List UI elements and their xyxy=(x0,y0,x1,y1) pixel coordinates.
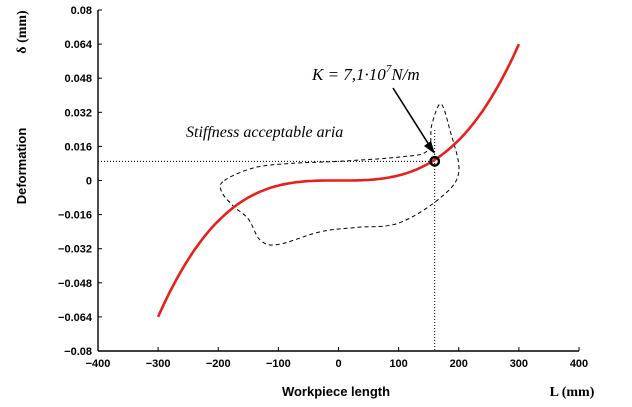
k-arrow-line xyxy=(392,87,432,149)
x-tick-label: 100 xyxy=(389,358,407,370)
highlight-point xyxy=(429,155,441,167)
x-axis-unit: L (mm) xyxy=(550,385,595,400)
y-axis-unit: δ (mm) xyxy=(15,10,30,54)
y-tick-label: −0.08 xyxy=(64,346,92,358)
x-tick-label: −200 xyxy=(206,358,231,370)
x-tick-label: 200 xyxy=(450,358,468,370)
highlight-point-layer xyxy=(429,155,441,167)
stiffness-k-label: K = 7,1·107N/m xyxy=(311,63,420,84)
series-layer xyxy=(156,43,521,318)
y-tick-label: 0.064 xyxy=(64,39,92,51)
x-tick-label: −100 xyxy=(266,358,291,370)
guide-lines xyxy=(98,130,436,351)
x-tick-label: 300 xyxy=(510,358,528,370)
y-tick-label: 0.048 xyxy=(64,73,92,85)
y-tick-label: 0 xyxy=(86,176,92,188)
k-label-main: K = 7,1·10 xyxy=(311,65,386,84)
tick-labels: −400 −300 −200 −100 0 100 200 300 400 0.08 0.064 0.… xyxy=(58,5,588,370)
y-axis-label: Deformation xyxy=(14,128,29,205)
deformation-curve xyxy=(156,43,521,318)
k-label-unit: N/m xyxy=(390,65,419,84)
k-label-exp: 7 xyxy=(386,63,392,75)
y-tick-label: −0.032 xyxy=(58,244,92,256)
acceptable-region xyxy=(219,103,460,246)
y-tick-label: 0.032 xyxy=(64,107,92,119)
x-tick-label: 400 xyxy=(570,358,588,370)
y-tick-label: 0.016 xyxy=(64,141,92,153)
k-arrow-head xyxy=(424,141,435,154)
x-tick-label: 0 xyxy=(335,358,341,370)
y-tick-label: 0.08 xyxy=(71,5,92,17)
acceptable-region-outline xyxy=(219,103,460,246)
stiffness-label: Stiffness acceptable aria xyxy=(186,124,343,141)
x-axis-label: Workpiece length xyxy=(282,384,390,399)
y-tick-label: −0.016 xyxy=(58,210,92,222)
x-tick-label: −400 xyxy=(86,358,111,370)
y-tick-label: −0.048 xyxy=(58,278,92,290)
x-tick-label: −300 xyxy=(146,358,171,370)
y-tick-label: −0.064 xyxy=(58,312,93,324)
